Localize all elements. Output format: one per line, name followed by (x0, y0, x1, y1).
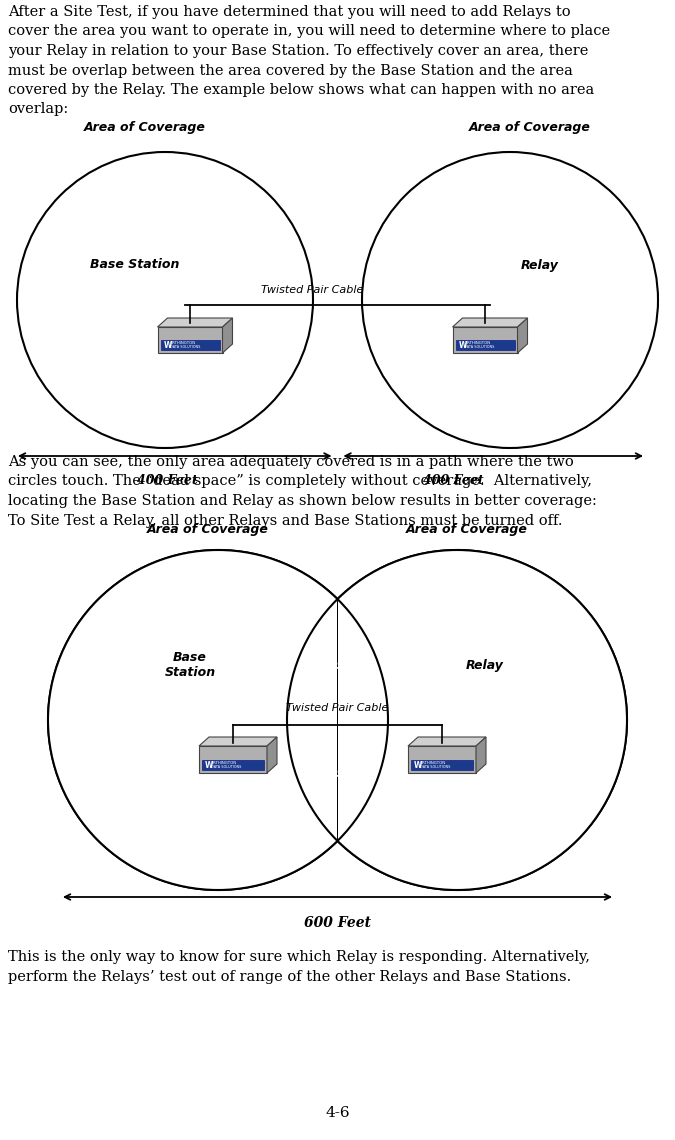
Polygon shape (157, 327, 223, 353)
Text: W: W (458, 341, 467, 350)
Text: Area of Coverage: Area of Coverage (469, 121, 591, 135)
Text: DATA SOLUTIONS: DATA SOLUTIONS (211, 765, 242, 770)
Polygon shape (157, 318, 232, 327)
Polygon shape (518, 318, 527, 353)
Polygon shape (287, 600, 388, 841)
Text: DATA SOLUTIONS: DATA SOLUTIONS (420, 765, 450, 770)
Polygon shape (161, 340, 219, 350)
Text: circles touch. The “dead space” is completely without coverage.  Alternatively,: circles touch. The “dead space” is compl… (8, 474, 592, 489)
Polygon shape (287, 549, 627, 890)
Polygon shape (411, 760, 473, 770)
Text: Twisted Pair Cable: Twisted Pair Cable (286, 703, 389, 712)
Polygon shape (48, 549, 388, 890)
Text: W: W (205, 760, 213, 770)
Text: 4-6: 4-6 (325, 1106, 350, 1119)
Polygon shape (17, 152, 658, 300)
Text: W: W (414, 760, 423, 770)
Text: After a Site Test, if you have determined that you will need to add Relays to: After a Site Test, if you have determine… (8, 5, 570, 19)
Text: DATA SOLUTIONS: DATA SOLUTIONS (169, 345, 200, 349)
Text: Relay: Relay (466, 659, 504, 671)
Text: To Site Test a Relay, all other Relays and Base Stations must be turned off.: To Site Test a Relay, all other Relays a… (8, 513, 562, 528)
Polygon shape (408, 736, 486, 746)
Text: your Relay in relation to your Base Station. To effectively cover an area, there: your Relay in relation to your Base Stat… (8, 44, 589, 58)
Text: locating the Base Station and Relay as shown below results in better coverage:: locating the Base Station and Relay as s… (8, 494, 597, 508)
Polygon shape (202, 760, 264, 770)
Text: Dead Space: Dead Space (303, 660, 372, 670)
Polygon shape (223, 318, 232, 353)
Polygon shape (456, 340, 514, 350)
Text: Dead Space: Dead Space (296, 382, 379, 396)
Polygon shape (199, 746, 267, 773)
Text: 400 Feet: 400 Feet (136, 474, 197, 487)
Text: Area of Coverage: Area of Coverage (147, 523, 269, 536)
Text: Area of Coverage: Area of Coverage (406, 523, 528, 536)
Polygon shape (476, 736, 486, 773)
Text: Twisted Pair Cable: Twisted Pair Cable (261, 285, 364, 295)
Text: This is the only way to know for sure which Relay is responding. Alternatively,: This is the only way to know for sure wh… (8, 950, 590, 964)
Text: must be overlap between the area covered by the Base Station and the area: must be overlap between the area covered… (8, 64, 573, 78)
Text: Dead Space: Dead Space (303, 770, 372, 780)
Polygon shape (408, 746, 476, 773)
Text: 400 Feet: 400 Feet (423, 474, 484, 487)
Polygon shape (452, 318, 527, 327)
Text: Area of Coverage: Area of Coverage (84, 121, 206, 135)
Circle shape (48, 549, 388, 890)
Text: ORTHINGTON: ORTHINGTON (420, 762, 446, 765)
Text: W: W (163, 341, 172, 350)
Text: 600 Feet: 600 Feet (304, 917, 371, 930)
Polygon shape (267, 736, 277, 773)
Text: DATA SOLUTIONS: DATA SOLUTIONS (464, 345, 495, 349)
Polygon shape (199, 736, 277, 746)
Text: ORTHINGTON: ORTHINGTON (464, 342, 491, 345)
Text: perform the Relays’ test out of range of the other Relays and Base Stations.: perform the Relays’ test out of range of… (8, 969, 571, 984)
Text: As you can see, the only area adequately covered is in a path where the two: As you can see, the only area adequately… (8, 455, 574, 469)
Text: Dead Space: Dead Space (296, 205, 379, 218)
Text: covered by the Relay. The example below shows what can happen with no area: covered by the Relay. The example below … (8, 83, 594, 97)
Circle shape (287, 549, 627, 890)
Polygon shape (452, 327, 518, 353)
Text: cover the area you want to operate in, you will need to determine where to place: cover the area you want to operate in, y… (8, 24, 610, 39)
Text: ORTHINGTON: ORTHINGTON (211, 762, 237, 765)
Polygon shape (17, 300, 658, 448)
Text: Base
Station: Base Station (165, 651, 215, 679)
Text: Base Station: Base Station (90, 259, 180, 271)
Text: Relay: Relay (521, 259, 559, 271)
Circle shape (17, 152, 313, 448)
Text: ORTHINGTON: ORTHINGTON (169, 342, 196, 345)
Circle shape (362, 152, 658, 448)
Text: overlap:: overlap: (8, 103, 68, 116)
